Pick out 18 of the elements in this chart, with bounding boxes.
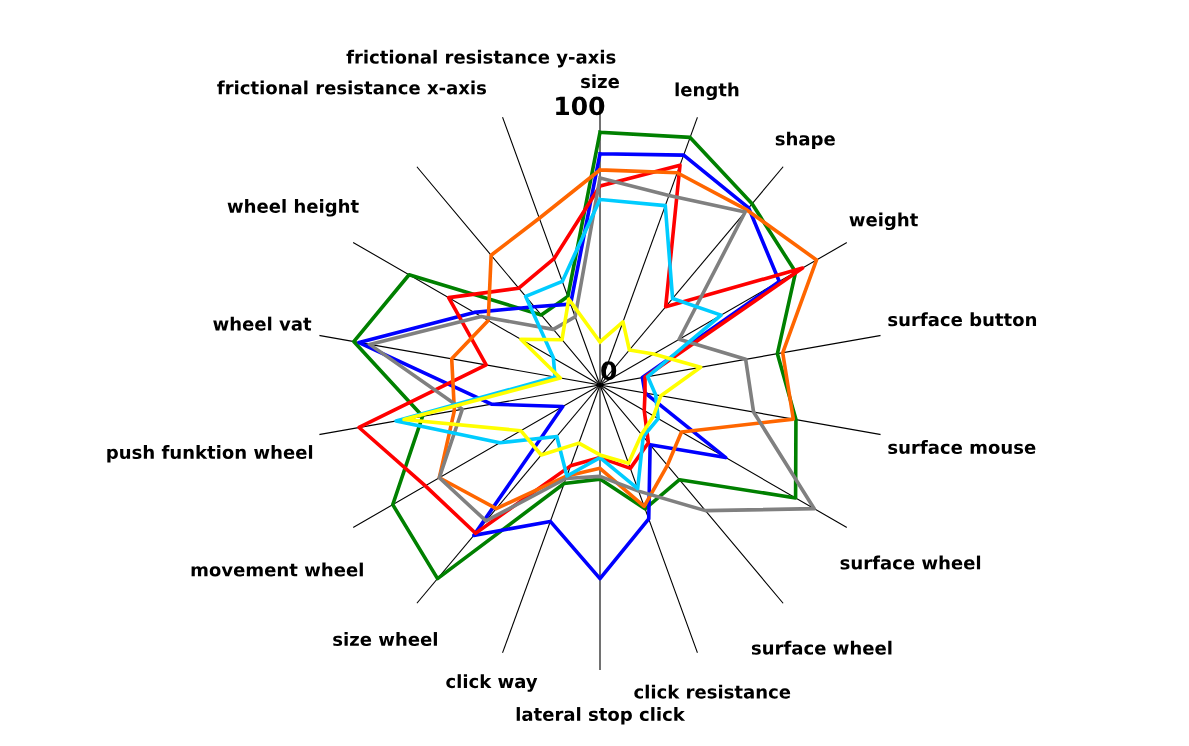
- spoke-label: length: [675, 82, 739, 101]
- spoke-label: frictional resistance x-axis: [217, 80, 486, 95]
- spoke-label: click way: [446, 674, 538, 692]
- spoke-label: click resistance: [634, 684, 791, 699]
- spoke-label: size: [581, 74, 619, 89]
- spoke-label: surface wheel: [751, 640, 892, 655]
- spoke-label: surface mouse: [888, 440, 1036, 455]
- spoke-label: wheel height: [227, 198, 359, 217]
- spoke-label: wheel vat: [213, 316, 312, 331]
- spoke-label: surface wheel: [840, 555, 981, 570]
- spoke-label: shape: [775, 131, 835, 150]
- spoke-label: lateral stop click: [516, 707, 686, 725]
- spoke-label: frictional resistance y-axis: [346, 49, 616, 68]
- spoke-label: size wheel: [333, 632, 437, 647]
- spoke-label: surface button: [888, 312, 1037, 327]
- spoke-label: push funktion wheel: [107, 445, 313, 463]
- spoke-label: weight: [849, 212, 918, 231]
- spoke-label: movement wheel: [191, 562, 363, 577]
